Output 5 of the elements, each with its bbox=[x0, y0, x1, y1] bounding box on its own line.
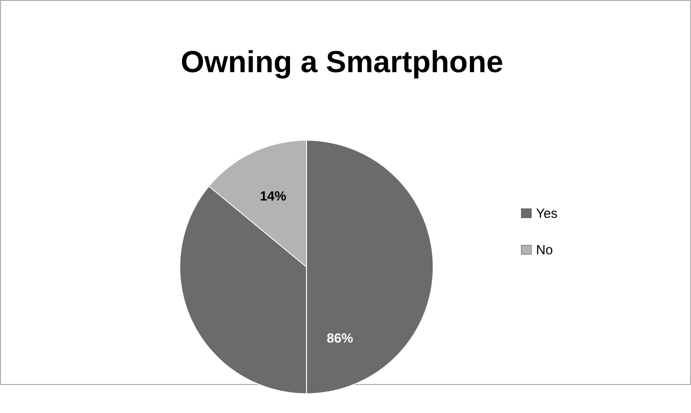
chart-title: Owning a Smartphone bbox=[182, 50, 502, 78]
legend-label: No bbox=[537, 245, 552, 254]
data-label: 14% bbox=[260, 191, 286, 200]
legend-label: Yes bbox=[536, 208, 558, 218]
data-label: 86% bbox=[327, 333, 353, 343]
